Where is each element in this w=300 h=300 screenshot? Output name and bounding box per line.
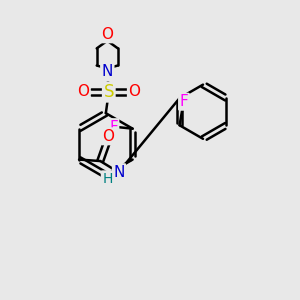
Text: N: N: [113, 165, 125, 180]
Text: N: N: [102, 64, 113, 80]
Text: O: O: [102, 129, 114, 144]
Text: O: O: [128, 85, 140, 100]
Text: F: F: [180, 94, 188, 109]
Text: S: S: [103, 83, 114, 101]
Text: O: O: [101, 27, 113, 42]
Text: F: F: [109, 120, 118, 135]
Text: H: H: [102, 172, 112, 186]
Text: O: O: [77, 85, 89, 100]
